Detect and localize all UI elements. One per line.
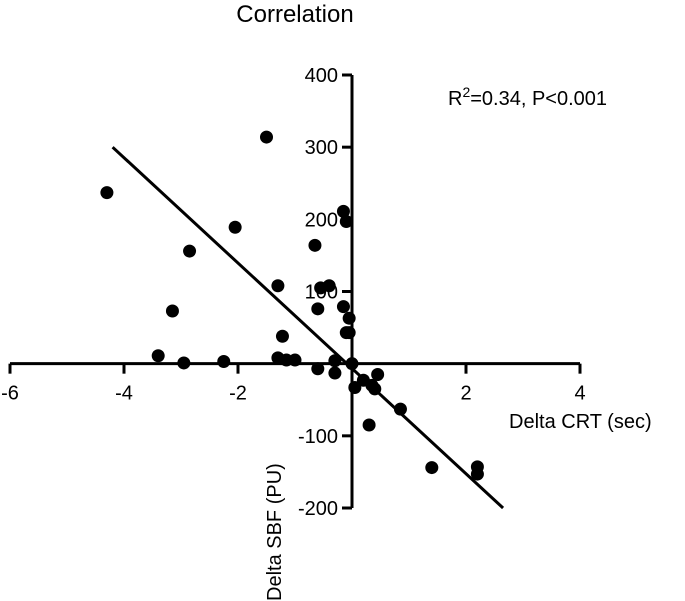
- r-squared-annotation: R2=0.34, P<0.001: [448, 84, 607, 110]
- data-point: [271, 279, 285, 293]
- data-point: [342, 326, 356, 340]
- data-point: [228, 220, 242, 234]
- data-point: [368, 382, 382, 396]
- data-point: [275, 329, 289, 343]
- data-point: [311, 362, 325, 376]
- x-tick-label: -4: [115, 383, 133, 405]
- axes: -6-4-224-200-100100200300400: [1, 65, 585, 520]
- data-point: [339, 214, 353, 228]
- x-tick-label: 4: [574, 383, 585, 405]
- x-axis-label: Delta CRT (sec): [509, 411, 652, 433]
- data-points: [100, 130, 484, 481]
- data-point: [100, 186, 114, 200]
- data-point: [336, 204, 350, 218]
- y-tick-label: -200: [298, 498, 338, 520]
- regression-line-group: [111, 146, 505, 510]
- data-point: [288, 353, 302, 367]
- data-point: [362, 418, 376, 432]
- data-point: [348, 380, 362, 394]
- y-tick-label: 200: [305, 209, 338, 231]
- data-point: [345, 357, 359, 371]
- data-point: [177, 356, 191, 370]
- data-point: [342, 311, 356, 325]
- data-point: [425, 461, 439, 475]
- annotation-prefix: R: [448, 88, 462, 110]
- data-point: [393, 402, 407, 416]
- y-tick-label: -100: [298, 426, 338, 448]
- x-tick-label: -6: [1, 383, 19, 405]
- x-tick-label: 2: [460, 383, 471, 405]
- annotation-text: =0.34, P<0.001: [470, 88, 607, 110]
- data-point: [371, 367, 385, 381]
- chart-title: Correlation: [236, 1, 353, 28]
- data-point: [328, 366, 342, 380]
- data-point: [336, 300, 350, 314]
- data-point: [217, 355, 231, 369]
- data-point: [260, 130, 273, 144]
- data-point: [151, 349, 165, 363]
- regression-line: [111, 146, 505, 510]
- data-point: [311, 302, 325, 316]
- x-tick-label: -2: [229, 383, 247, 405]
- data-point: [322, 279, 336, 293]
- y-tick-label: 400: [305, 65, 338, 87]
- y-axis-label: Delta SBF (PU): [264, 463, 286, 601]
- y-tick-label: 300: [305, 137, 338, 159]
- annotation-superscript: 2: [462, 84, 470, 100]
- data-point: [328, 354, 342, 368]
- data-point: [183, 244, 197, 258]
- data-point: [308, 238, 322, 252]
- data-point: [470, 460, 484, 474]
- data-point: [165, 304, 179, 318]
